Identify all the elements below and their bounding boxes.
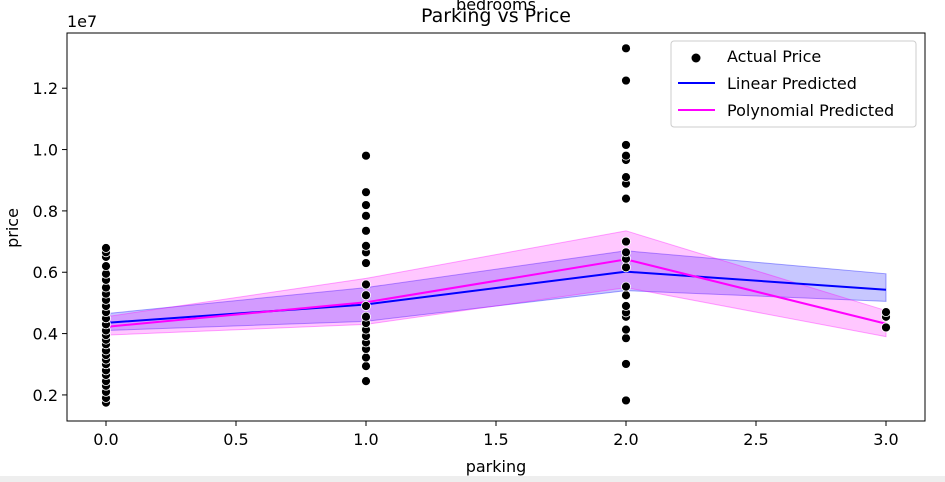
actual-price-point [621, 290, 631, 301]
actual-price-point [621, 324, 631, 335]
actual-price-point [361, 301, 371, 311]
actual-price-point [621, 140, 631, 150]
actual-price-point [621, 43, 631, 54]
actual-price-point [621, 172, 631, 183]
bottom-strip [0, 476, 945, 482]
actual-price-point [881, 307, 891, 318]
actual-price-point [361, 150, 371, 161]
x-axis: 0.0 0.5 1.0 1.5 2.0 2.5 3.0 [93, 421, 899, 449]
actual-price-point [621, 193, 631, 204]
actual-price-point [101, 243, 111, 253]
x-axis-label: parking [466, 457, 527, 476]
x-tick-label: 1.5 [483, 430, 508, 449]
legend-label-actual-price: Actual Price [727, 47, 821, 66]
polynomial-predicted-confidence-band [105, 230, 887, 338]
actual-price-point [361, 258, 371, 268]
actual-price-point [621, 395, 631, 406]
y-tick-label: 0.4 [33, 325, 58, 344]
actual-price-point [361, 210, 371, 221]
y-axis-label: price [3, 208, 22, 248]
actual-price-point [881, 322, 891, 333]
legend-box [670, 40, 917, 128]
x-tick-label: 0.0 [93, 430, 118, 449]
y-tick-label: 1.0 [33, 141, 58, 160]
clipped-bedrooms-label: bedrooms [456, 0, 536, 14]
actual-price-point [621, 247, 631, 258]
actual-price-point [361, 352, 371, 363]
x-tick-label: 1.0 [353, 430, 378, 449]
y-tick-label: 0.8 [33, 202, 58, 221]
legend-marker-actual-price [691, 53, 701, 63]
actual-price-point [361, 240, 371, 251]
actual-price-point [621, 262, 631, 273]
y-tick-label: 0.6 [33, 263, 58, 282]
actual-price-point [621, 236, 631, 247]
y-tick-label: 0.2 [33, 386, 58, 405]
y-offset-text: 1e7 [67, 12, 97, 31]
linear-predicted-confidence-band [105, 250, 887, 332]
actual-price-point [361, 361, 371, 371]
y-tick-label: 1.2 [33, 79, 58, 98]
polynomial-predicted-line [105, 258, 887, 328]
actual-price-point [361, 225, 371, 236]
actual-price-point [621, 281, 631, 292]
scatter-points [101, 43, 891, 408]
actual-price-point [361, 290, 371, 301]
x-tick-label: 2.5 [743, 430, 768, 449]
legend-label-polynomial-predicted: Polynomial Predicted [727, 101, 894, 120]
actual-price-point [361, 200, 371, 210]
actual-price-point [621, 301, 631, 311]
legend: Actual Price Linear Predicted Polynomial… [670, 40, 917, 128]
actual-price-point [621, 150, 631, 161]
actual-price-point [361, 279, 371, 290]
actual-price-point [361, 376, 371, 387]
actual-price-point [361, 311, 371, 322]
actual-price-point [621, 359, 631, 369]
legend-label-linear-predicted: Linear Predicted [727, 74, 857, 93]
x-tick-label: 0.5 [223, 430, 248, 449]
actual-price-point [621, 75, 631, 86]
actual-price-point [361, 187, 371, 198]
prediction-lines [105, 258, 887, 328]
x-tick-label: 3.0 [873, 430, 898, 449]
confidence-bands [105, 230, 887, 338]
actual-price-point [621, 333, 631, 344]
x-tick-label: 2.0 [613, 430, 638, 449]
chart-title: Parking vs Price [421, 5, 571, 27]
actual-price-point [101, 261, 111, 272]
y-axis: 0.2 0.4 0.6 0.8 1.0 1.2 [33, 79, 67, 405]
